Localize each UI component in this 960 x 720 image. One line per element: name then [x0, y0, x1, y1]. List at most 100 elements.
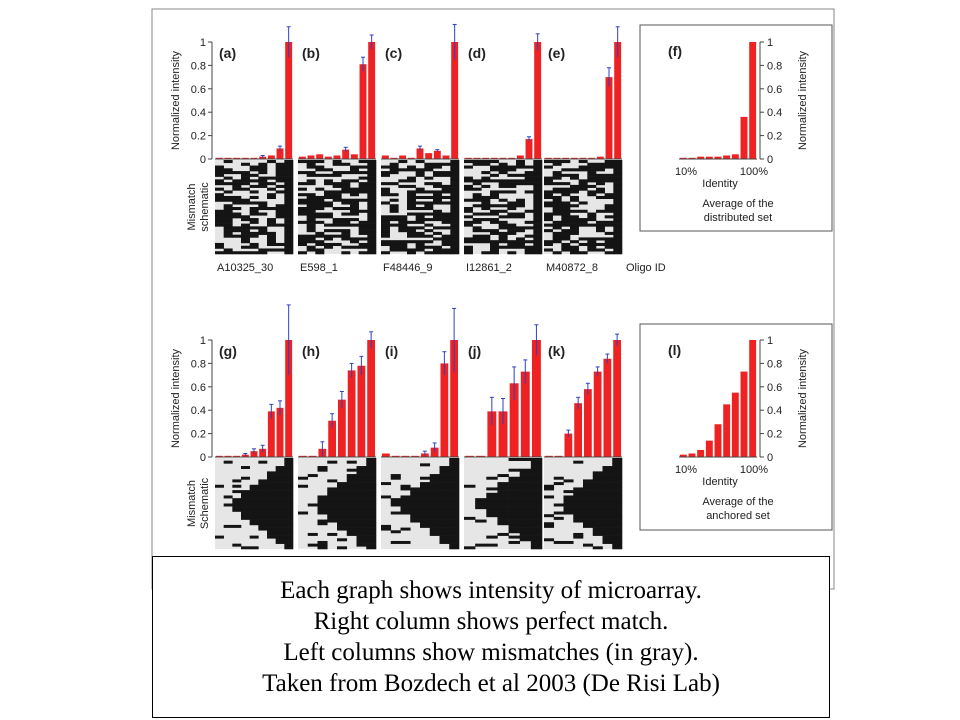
panel4-schematic-cell [570, 176, 579, 180]
panel6-schematic-cell [241, 498, 250, 502]
panel0-label: (a) [219, 45, 236, 61]
panel9-schematic-cell [519, 487, 532, 491]
panel9-schematic-cell [530, 511, 543, 515]
row1-ytick-label-0: 0 [200, 452, 206, 464]
panel9-schematic-cell [519, 506, 532, 510]
panel10-bar-4 [583, 389, 592, 457]
panel7-schematic-cell [346, 500, 357, 504]
panel6-schematic-cell [267, 487, 276, 491]
panel10-schematic-cell [592, 484, 603, 488]
panel9-schematic-cell [530, 519, 543, 523]
panel4-schematic-cell [613, 160, 623, 164]
panel4-schematic-cell [578, 179, 588, 183]
panel9-bar-3 [498, 411, 508, 457]
panel3-schematic-cell [507, 184, 517, 188]
panel4-schematic-cell [552, 173, 562, 177]
panel10-schematic-cell [602, 527, 613, 531]
row1-ytick-label-2: 0.4 [191, 405, 206, 417]
panel2-schematic-cell [450, 162, 460, 166]
panel11-bar-8 [749, 340, 757, 457]
panel3-schematic-cell [533, 242, 543, 247]
panel9-schematic-cell [519, 498, 532, 502]
panel6-schematic-cell [267, 530, 276, 534]
panel4-schematic-cell [613, 251, 623, 255]
panel8-schematic-cell [449, 490, 460, 494]
panel2-schematic-cell [450, 187, 460, 191]
panel9-schematic-cell [530, 527, 543, 531]
panel0-schematic-cell [284, 201, 294, 205]
panel6-schematic-cell [223, 460, 233, 464]
panel1-schematic-cell [367, 212, 377, 216]
panel10-schematic-cell [583, 487, 594, 491]
panel8-bar-7 [450, 340, 459, 457]
panel2-schematic-cell [381, 220, 390, 224]
panel8-schematic-cell [400, 508, 411, 512]
panel6-schematic-cell [284, 511, 294, 515]
panel7-schematic-cell [356, 511, 367, 515]
panel4-schematic-cell [604, 165, 614, 169]
panel1-schematic-cell [306, 171, 316, 175]
panel0-schematic-cell [232, 201, 242, 205]
panel2-schematic-cell [433, 215, 442, 219]
panel4-schematic-cell [552, 231, 562, 235]
panel3-schematic-cell [490, 160, 499, 164]
panel9-schematic-cell [508, 540, 521, 544]
panel3-schematic-cell [524, 171, 534, 175]
panel0-schematic-cell [241, 240, 250, 244]
panel4-bar-5 [588, 157, 596, 159]
panel1-schematic-cell [367, 237, 377, 241]
panel0-schematic-cell [258, 165, 268, 169]
panel8-schematic-cell [449, 508, 460, 512]
panel10-schematic-cell [553, 482, 564, 486]
panel8-schematic-cell [449, 516, 460, 520]
panel0-schematic-cell [223, 182, 233, 186]
panel7-schematic-cell [346, 482, 357, 486]
panel0-schematic-cell [223, 251, 233, 255]
panel7-schematic-cell [346, 508, 357, 512]
panel0-schematic-cell [267, 207, 276, 211]
panel7-schematic-cell [346, 479, 357, 483]
panel4-schematic-cell [596, 190, 605, 194]
panel2-schematic-cell [424, 245, 434, 249]
panel10-schematic-cell [573, 495, 584, 499]
panel3-bar-4 [499, 157, 507, 159]
panel0-schematic-cell [241, 173, 250, 177]
row1-ytick-label-1: 0.2 [191, 429, 206, 441]
panel8-schematic-cell [439, 524, 450, 528]
panel1-schematic-cell [350, 240, 359, 244]
panel7-schematic-cell [366, 538, 377, 542]
panel8-schematic-cell [429, 519, 440, 523]
panel5-bar-2 [697, 156, 705, 159]
panel9-schematic-cell [530, 466, 543, 470]
panel4-schematic-cell [544, 204, 553, 208]
panel3-schematic-cell [481, 176, 491, 180]
panel6-schematic-cell [267, 495, 276, 499]
panel3-schematic-cell [524, 173, 534, 177]
panel1-schematic-cell [367, 204, 377, 208]
panel3-schematic-cell [490, 248, 499, 252]
panel0-schematic-cell [223, 204, 233, 208]
panel6-schematic-cell [258, 522, 268, 526]
panel10-schematic-cell [612, 519, 623, 523]
panel7-schematic-cell [356, 519, 367, 523]
panel2-schematic-cell [450, 198, 460, 202]
panel6-schematic-cell [284, 500, 294, 504]
panel6-schematic-cell [275, 490, 285, 494]
panel6-schematic-cell [232, 506, 242, 510]
panel1-schematic-cell [332, 218, 342, 222]
panel8-schematic-cell [420, 476, 431, 480]
panel4-schematic-cell [544, 193, 553, 197]
panel9-schematic-cell [475, 498, 487, 502]
panel6-schematic-cell [267, 500, 276, 504]
panel1-schematic-cell [367, 179, 377, 183]
panel9-schematic-cell [486, 514, 498, 518]
panel3-schematic-cell [481, 162, 491, 166]
panel9-schematic-cell [486, 543, 498, 547]
panel8-schematic-cell [449, 540, 460, 544]
y-axis-label: Normalized intensity [797, 50, 809, 150]
panel2-schematic-cell [415, 173, 425, 177]
panel0-schematic-cell [249, 218, 259, 222]
panel7-schematic-cell [366, 543, 377, 547]
panel0-schematic-cell [223, 176, 233, 180]
panel2-schematic-cell [450, 212, 460, 216]
